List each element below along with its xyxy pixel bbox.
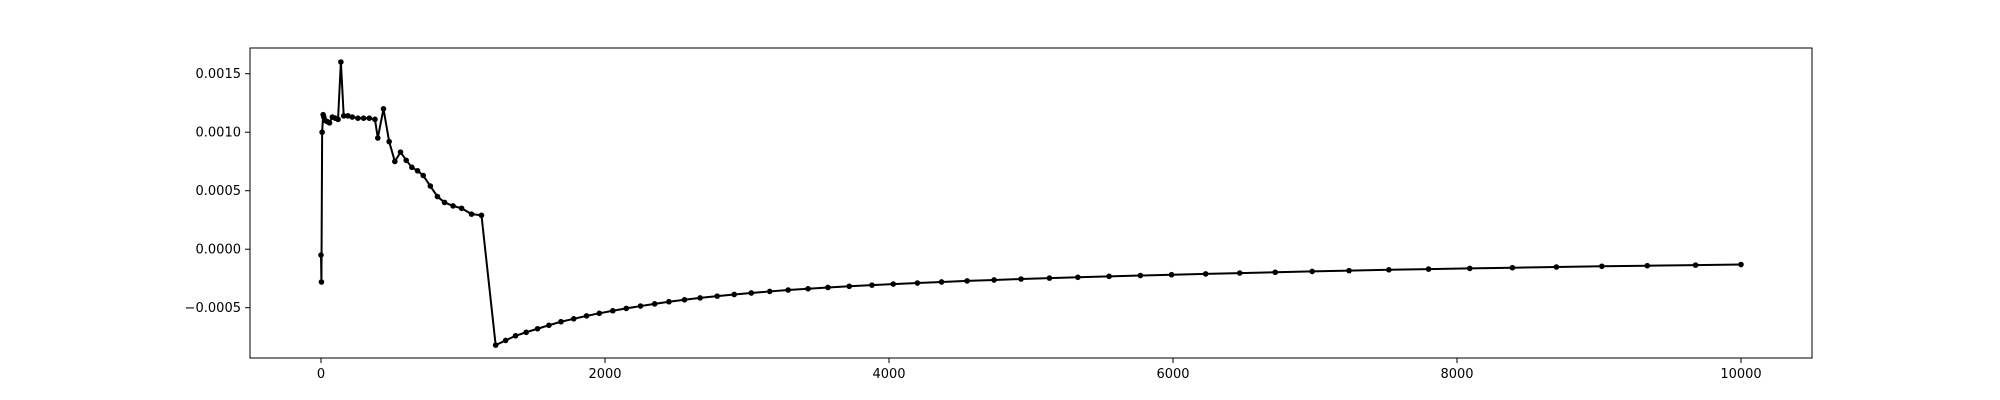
data-point	[1346, 267, 1352, 274]
data-point	[326, 120, 333, 126]
x-tick-label: 6000	[1156, 367, 1189, 382]
data-point	[1236, 270, 1243, 276]
data-point	[914, 280, 921, 286]
data-point	[360, 115, 367, 121]
data-point	[1309, 268, 1315, 275]
data-point	[785, 287, 791, 293]
data-point	[825, 284, 831, 291]
data-point	[890, 281, 897, 287]
y-tick-label: 0.0000	[196, 243, 242, 258]
data-point	[681, 296, 688, 303]
data-point	[714, 293, 720, 299]
data-point	[318, 279, 325, 285]
data-point	[355, 115, 361, 121]
data-point	[349, 114, 356, 120]
data-point	[666, 298, 672, 305]
series-layer	[318, 59, 1744, 348]
data-point	[458, 205, 465, 212]
data-point	[512, 332, 519, 339]
data-point	[596, 310, 603, 317]
x-tick-label: 0	[317, 367, 325, 382]
y-tick-label: 0.0010	[196, 126, 242, 141]
data-point	[610, 307, 616, 314]
data-point	[318, 252, 324, 258]
data-point	[441, 199, 448, 206]
data-point	[1466, 265, 1473, 272]
data-point	[372, 116, 378, 123]
data-point	[397, 149, 404, 155]
data-point	[366, 115, 373, 121]
data-point	[623, 305, 630, 312]
data-point	[502, 337, 509, 344]
data-point	[1599, 263, 1605, 270]
data-point	[478, 212, 485, 219]
x-tick-label: 4000	[872, 367, 905, 382]
data-point	[523, 329, 529, 336]
data-point	[938, 279, 945, 285]
data-point	[1137, 272, 1144, 279]
data-point	[805, 285, 811, 292]
x-tick-label: 10000	[1720, 367, 1761, 382]
data-point	[766, 288, 773, 295]
x-tick-label: 2000	[588, 367, 621, 382]
data-point	[340, 113, 347, 119]
data-point	[697, 295, 703, 301]
data-point	[637, 303, 644, 309]
data-point	[846, 283, 853, 290]
data-point	[434, 193, 441, 200]
data-point	[731, 291, 738, 298]
data-point	[964, 278, 970, 284]
data-point	[534, 325, 541, 332]
data-point	[345, 113, 351, 119]
data-point	[583, 313, 590, 319]
data-point	[414, 168, 421, 174]
data-point	[991, 277, 997, 283]
data-point	[1692, 262, 1699, 268]
data-point	[1046, 275, 1053, 281]
plot-area-frame	[249, 47, 1813, 359]
data-point	[319, 129, 325, 136]
data-point	[748, 290, 755, 296]
x-tick-label: 8000	[1440, 367, 1473, 382]
data-point	[869, 282, 875, 288]
data-point	[1644, 262, 1651, 269]
data-point	[651, 301, 658, 307]
data-point	[492, 342, 499, 348]
data-point	[1738, 261, 1744, 268]
data-point	[1509, 264, 1516, 271]
y-tick-label: 0.0015	[196, 67, 242, 82]
data-point	[427, 183, 434, 189]
y-tick-label: 0.0005	[196, 184, 242, 199]
data-point	[375, 135, 381, 141]
data-point	[1202, 271, 1209, 277]
data-point	[1106, 273, 1112, 280]
data-point	[1018, 276, 1024, 282]
data-point	[1272, 269, 1279, 276]
data-point	[570, 316, 577, 322]
data-point	[409, 164, 415, 171]
data-point	[392, 158, 398, 165]
data-point	[380, 106, 387, 112]
data-point	[1075, 274, 1081, 281]
x-axis: 0 2000 4000 6000 8000 10000	[317, 358, 1762, 382]
y-tick-label: −0.0005	[185, 301, 241, 316]
data-point	[468, 211, 475, 217]
data-point	[386, 138, 392, 145]
data-point	[1553, 264, 1560, 270]
data-point	[420, 172, 427, 179]
y-axis: −0.0005 0.0000 0.0005 0.0010 0.0015	[185, 67, 250, 316]
data-point	[403, 157, 410, 164]
data-point	[1168, 271, 1175, 278]
data-point	[558, 318, 564, 325]
data-point	[1425, 266, 1432, 272]
data-point	[338, 59, 344, 65]
data-point	[546, 322, 552, 329]
data-point	[335, 116, 341, 123]
data-point	[450, 203, 456, 209]
data-point	[1386, 266, 1392, 273]
